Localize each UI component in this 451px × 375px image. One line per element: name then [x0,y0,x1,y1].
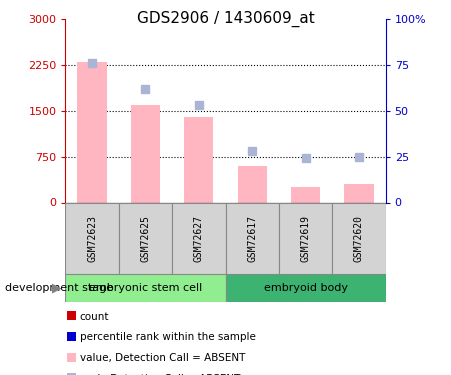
Text: embryoid body: embryoid body [263,283,348,293]
Text: GSM72627: GSM72627 [194,214,204,262]
Bar [67,373,75,375]
Text: percentile rank within the sample: percentile rank within the sample [80,333,256,342]
Bar [67,332,75,341]
Bar [226,274,386,302]
Bar [226,202,279,274]
Bar [291,187,320,202]
Text: GSM72623: GSM72623 [87,214,97,262]
Bar [119,202,172,274]
Text: GSM72625: GSM72625 [140,214,151,262]
Text: ▶: ▶ [51,281,61,294]
Bar [65,202,119,274]
Bar [78,62,107,202]
Text: count: count [80,312,109,322]
Bar [344,184,373,203]
Bar [238,166,267,202]
Bar [172,202,226,274]
Bar [65,274,226,302]
Bar [332,202,386,274]
Text: value, Detection Call = ABSENT: value, Detection Call = ABSENT [80,353,245,363]
Text: GSM72617: GSM72617 [247,214,257,262]
Text: development stage: development stage [5,283,113,293]
Bar [67,311,75,320]
Text: GSM72619: GSM72619 [300,214,311,262]
Text: embryonic stem cell: embryonic stem cell [89,283,202,293]
Text: GSM72620: GSM72620 [354,214,364,262]
Bar [184,117,213,202]
Bar [279,202,332,274]
Bar [67,352,75,362]
Bar [131,105,160,202]
Text: rank, Detection Call = ABSENT: rank, Detection Call = ABSENT [80,374,240,375]
Text: GDS2906 / 1430609_at: GDS2906 / 1430609_at [137,11,314,27]
